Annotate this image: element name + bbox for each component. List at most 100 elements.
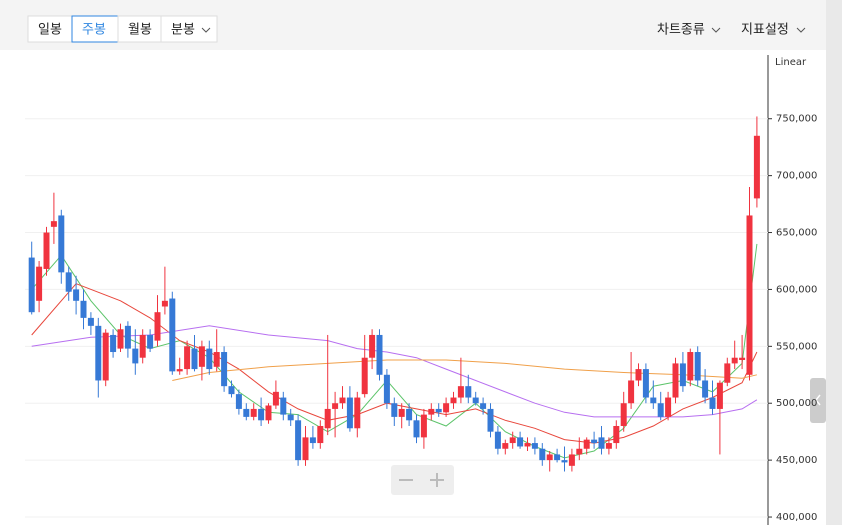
y-tick-label: 600,000 — [776, 284, 817, 295]
candle-body — [635, 369, 642, 381]
period-button[interactable] — [117, 15, 162, 43]
candle-body — [28, 257, 35, 313]
candle-body — [420, 414, 427, 438]
candle-body — [110, 334, 117, 353]
candle-body — [531, 443, 538, 449]
candle-body — [95, 325, 102, 381]
candle-body — [709, 397, 716, 409]
side-tab-arrow — [815, 394, 821, 406]
chevron — [711, 27, 721, 33]
candle-body — [376, 334, 383, 375]
y-tick-label: 500,000 — [776, 398, 817, 409]
y-tick-label: 750,000 — [776, 114, 817, 125]
candle-body — [213, 352, 220, 367]
candle-body — [317, 425, 324, 444]
period-button[interactable] — [160, 15, 218, 43]
candle-body — [354, 397, 361, 429]
chevron — [796, 27, 806, 33]
candle-body — [724, 363, 731, 383]
menu-indicators[interactable]: 지표설정 — [741, 23, 789, 38]
candle-body — [472, 397, 479, 404]
candle-body — [50, 221, 57, 227]
candle-body — [398, 408, 405, 417]
candle-body — [413, 420, 420, 438]
candle-body — [672, 363, 679, 398]
period-button[interactable] — [27, 15, 73, 43]
candle-body — [206, 348, 213, 370]
candle-body — [58, 215, 65, 273]
candle-body — [258, 408, 265, 421]
candle-body — [36, 266, 43, 301]
side-strip — [826, 0, 842, 525]
candle-body — [198, 346, 205, 367]
candle-body — [346, 397, 353, 429]
candle-body — [583, 439, 590, 449]
candle-body — [221, 352, 228, 387]
candle-body — [184, 346, 191, 370]
candle-body — [702, 380, 709, 398]
candle-body — [568, 454, 575, 466]
candle-body — [250, 408, 257, 417]
candle-body — [176, 369, 183, 372]
candle-body — [428, 408, 435, 415]
candle-body — [561, 460, 568, 463]
candle-body — [102, 332, 109, 381]
candle-body — [272, 391, 279, 406]
candle-body — [65, 272, 72, 292]
candle-body — [665, 397, 672, 417]
candle-body — [324, 408, 331, 429]
candle-body — [502, 443, 509, 449]
candle-body — [450, 397, 457, 404]
candle-body — [124, 325, 131, 349]
moving-average — [31, 283, 758, 444]
candle-body — [302, 437, 309, 461]
candle-body — [339, 397, 346, 404]
candle-body — [295, 420, 302, 461]
candle-body — [739, 357, 746, 360]
menu-chart-type[interactable]: 차트종류 — [657, 23, 705, 38]
candle-body — [487, 408, 494, 432]
candle-body — [480, 403, 487, 409]
candle-body — [605, 443, 612, 449]
candle-body — [509, 437, 516, 444]
candle-body — [679, 363, 686, 387]
scale-label: Linear — [775, 57, 807, 68]
candle-body — [517, 437, 524, 447]
candle-body — [361, 357, 368, 395]
candle-body — [43, 232, 50, 269]
candle-body — [435, 408, 442, 413]
candle-body — [576, 448, 583, 455]
candle-body — [465, 386, 472, 398]
candle-body — [287, 414, 294, 421]
candle-body — [406, 408, 413, 421]
candle-body — [169, 298, 176, 372]
candle-body — [332, 403, 339, 409]
moving-average — [31, 325, 758, 418]
candle-body — [147, 334, 154, 349]
side-tab[interactable] — [810, 378, 826, 423]
candle-body — [457, 386, 464, 398]
candle-body — [539, 448, 546, 461]
candle-body — [746, 215, 753, 375]
y-tick-label: 450,000 — [776, 455, 817, 466]
candle-body — [265, 405, 272, 421]
candle-body — [620, 403, 627, 426]
period-label: 주봉 — [82, 23, 106, 38]
candle-body — [731, 357, 738, 364]
candle-body — [191, 348, 198, 370]
y-tick-label: 650,000 — [776, 228, 817, 239]
candle-body — [73, 289, 80, 301]
y-tick-label: 700,000 — [776, 171, 817, 182]
candle-body — [391, 403, 398, 417]
candle-body — [228, 386, 235, 395]
candle-body — [694, 352, 701, 381]
candle-body — [443, 403, 450, 413]
candle-body — [657, 403, 664, 417]
candle-body — [642, 369, 649, 398]
candle-body — [753, 135, 760, 199]
period-button[interactable] — [71, 15, 119, 43]
candle-body — [154, 312, 161, 341]
candle-body — [235, 394, 242, 409]
candle-body — [161, 300, 168, 307]
